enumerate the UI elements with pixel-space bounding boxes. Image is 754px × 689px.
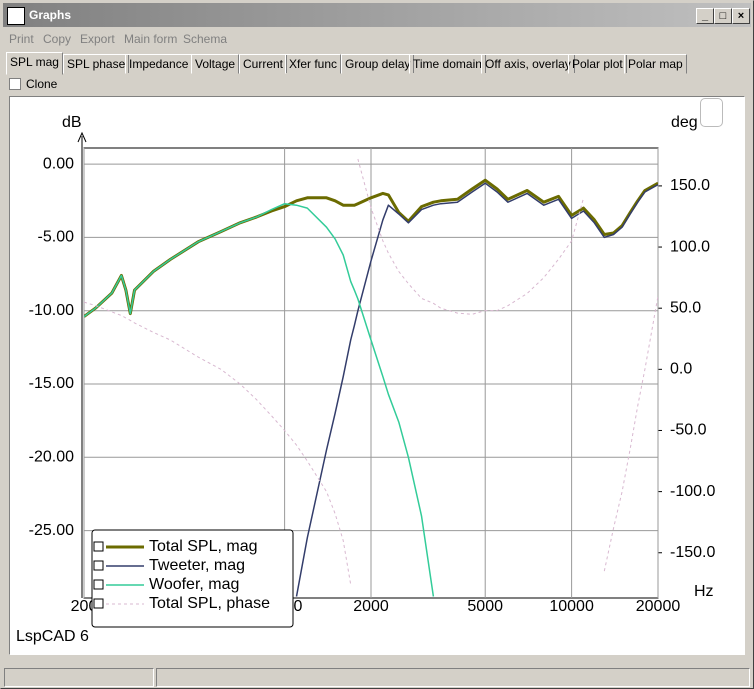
y2-tick-label: -150.0: [670, 544, 715, 561]
x-tick-label: 20000: [636, 598, 681, 615]
tab[interactable]: Group delay: [341, 54, 415, 74]
legend-label: Woofer, mag: [149, 576, 239, 593]
corner-button[interactable]: [700, 98, 723, 127]
clone-label: Clone: [26, 77, 58, 91]
clone-checkbox[interactable]: [9, 78, 21, 90]
y-tick-label: -15.00: [29, 375, 74, 392]
tab[interactable]: Time domain: [409, 54, 486, 74]
y-tick-label: -20.00: [29, 449, 74, 466]
tab[interactable]: Polar plot: [568, 54, 627, 74]
maximize-button[interactable]: □: [714, 8, 732, 24]
x-tick-label: 2000: [353, 598, 389, 615]
tab[interactable]: SPL mag: [6, 52, 63, 75]
y2-tick-label: 0.0: [670, 361, 692, 378]
menu-item[interactable]: Schema: [183, 32, 228, 46]
legend-label: Total SPL, phase: [149, 595, 270, 612]
y-tick-label: -10.00: [29, 302, 74, 319]
y2-tick-label: -50.0: [670, 422, 707, 439]
x-axis-label: Hz: [694, 583, 714, 600]
minimize-button[interactable]: _: [696, 8, 714, 24]
legend-checkbox[interactable]: [93, 579, 104, 590]
tab[interactable]: Current: [239, 54, 288, 74]
menu-item[interactable]: Copy: [43, 32, 72, 46]
y2-axis-label: deg: [671, 114, 698, 131]
tab[interactable]: Voltage: [191, 54, 240, 74]
y2-tick-label: -100.0: [670, 483, 715, 500]
footer-label: LspCAD 6: [16, 628, 89, 645]
menu-item[interactable]: Main form: [124, 32, 178, 46]
x-tick-label: 10000: [549, 598, 594, 615]
legend-checkbox[interactable]: [93, 560, 104, 571]
y-axis-label: dB: [62, 114, 82, 131]
y-tick-label: -5.00: [38, 229, 75, 246]
tab[interactable]: Off axis, overlay: [481, 54, 575, 74]
series-line: [295, 182, 658, 597]
close-button[interactable]: ×: [732, 8, 750, 24]
tab[interactable]: Xfer func: [285, 54, 342, 74]
y2-tick-label: 50.0: [670, 299, 701, 316]
legend-checkbox[interactable]: [93, 598, 104, 609]
legend-box: [91, 529, 294, 628]
y-tick-label: -25.00: [29, 522, 74, 539]
y2-tick-label: 150.0: [670, 177, 710, 194]
series-line: [84, 158, 658, 585]
legend-label: Total SPL, mag: [149, 538, 258, 555]
y-tick-label: 0.00: [43, 155, 74, 172]
legend-label: Tweeter, mag: [149, 557, 245, 574]
legend: Total SPL, mag Tweeter, mag Woofer, mag Tot…: [91, 529, 294, 628]
title-bar: Graphs _ □ ×: [3, 3, 751, 27]
y2-tick-label: 100.0: [670, 238, 710, 255]
x-tick-label: 5000: [467, 598, 503, 615]
plot-lines: [84, 158, 658, 597]
window-title: Graphs: [29, 8, 72, 22]
app-icon: [7, 7, 25, 25]
legend-checkbox[interactable]: [93, 541, 104, 552]
series-line: [84, 202, 435, 597]
menu-item[interactable]: Export: [80, 32, 115, 46]
tab[interactable]: Polar map: [624, 54, 687, 74]
status-panel: [4, 668, 154, 687]
menu-item[interactable]: Print: [9, 32, 34, 46]
status-panel: [156, 668, 750, 687]
axis-arrow: [77, 131, 87, 143]
x-tick-label: 200: [71, 598, 98, 615]
tab[interactable]: SPL phase: [63, 54, 130, 74]
